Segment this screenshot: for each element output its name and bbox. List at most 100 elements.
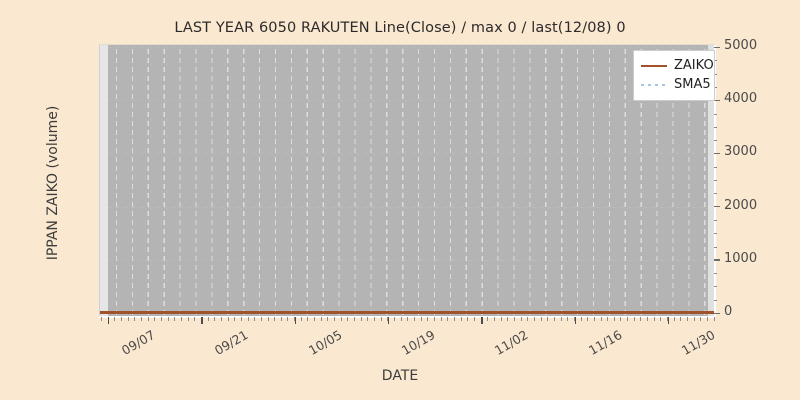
x-minor-tick xyxy=(653,317,655,321)
x-minor-tick xyxy=(314,317,316,321)
x-minor-tick xyxy=(700,317,702,321)
x-minor-tick xyxy=(101,317,102,321)
x-axis-title: DATE xyxy=(381,368,419,384)
x-tick-mark-09-21 xyxy=(201,317,203,324)
x-minor-tick xyxy=(607,317,609,321)
chart-title: LAST YEAR 6050 RAKUTEN Line(Close) / max… xyxy=(174,20,626,36)
y-minor-tick xyxy=(714,140,717,142)
x-minor-tick xyxy=(234,317,236,321)
x-minor-tick xyxy=(394,317,396,321)
y-minor-tick xyxy=(714,273,717,275)
x-minor-tick xyxy=(240,317,242,321)
x-minor-tick xyxy=(640,317,642,321)
y-minor-tick xyxy=(714,113,717,115)
x-minor-tick xyxy=(367,317,369,321)
x-minor-tick xyxy=(134,317,136,321)
x-minor-tick xyxy=(120,317,122,321)
series-layer xyxy=(100,45,714,316)
x-minor-tick xyxy=(673,317,675,321)
x-minor-tick xyxy=(480,317,482,321)
x-minor-tick xyxy=(214,317,216,321)
x-minor-tick xyxy=(174,317,176,321)
x-minor-tick xyxy=(167,317,169,321)
plot-left-margin-band xyxy=(100,45,108,316)
x-minor-tick xyxy=(307,317,309,321)
x-minor-tick xyxy=(420,317,422,321)
y-minor-tick xyxy=(714,86,717,88)
x-minor-tick xyxy=(160,317,162,321)
x-minor-tick xyxy=(287,317,289,321)
x-minor-tick xyxy=(447,317,449,321)
x-minor-tick xyxy=(260,317,262,321)
y-tick-label: 3000 xyxy=(724,144,758,160)
x-minor-tick xyxy=(627,317,629,321)
x-minor-tick xyxy=(440,317,442,321)
x-minor-tick xyxy=(267,317,269,321)
x-minor-tick xyxy=(560,317,562,321)
x-minor-tick xyxy=(180,317,182,321)
x-tick-mark-11-16 xyxy=(574,317,576,324)
y-minor-tick xyxy=(714,193,717,195)
x-tick-label-10-19: 10/19 xyxy=(398,327,438,359)
series-line-zaiko xyxy=(100,311,714,314)
x-minor-tick xyxy=(427,317,429,321)
x-minor-tick xyxy=(507,317,509,321)
x-minor-tick xyxy=(380,317,382,321)
x-minor-tick xyxy=(194,317,196,321)
x-minor-tick xyxy=(140,317,142,321)
y-tick-label: 0 xyxy=(724,304,733,319)
x-minor-tick xyxy=(693,317,695,321)
x-minor-tick xyxy=(274,317,276,321)
y-tick-mark xyxy=(714,312,720,314)
x-minor-tick xyxy=(154,317,156,321)
y-minor-tick xyxy=(714,299,717,301)
x-minor-tick xyxy=(407,317,409,321)
plot-right-margin-band xyxy=(708,45,714,316)
x-minor-tick xyxy=(707,317,709,321)
x-minor-tick xyxy=(127,317,129,321)
x-minor-tick xyxy=(680,317,682,321)
y-tick-label: 1000 xyxy=(724,250,758,266)
legend-swatch-dotted-line-icon xyxy=(641,79,667,91)
x-minor-tick xyxy=(493,317,495,321)
x-minor-tick xyxy=(374,317,376,321)
y-axis-ticks: 0 1000 2000 3000 4000 5000 xyxy=(714,38,794,319)
x-minor-tick xyxy=(347,317,349,321)
y-minor-tick xyxy=(714,73,717,75)
x-minor-tick xyxy=(147,317,149,321)
legend-label-zaiko: ZAIKO xyxy=(674,58,714,73)
x-minor-tick xyxy=(593,317,595,321)
x-tick-label-11-02: 11/02 xyxy=(492,327,531,359)
plot-area[interactable] xyxy=(100,45,714,316)
chart-legend[interactable]: ZAIKO SMA5 xyxy=(633,50,715,101)
x-minor-tick xyxy=(207,317,209,321)
legend-item-sma5[interactable]: SMA5 xyxy=(641,75,711,94)
x-minor-tick xyxy=(520,317,522,321)
x-minor-tick xyxy=(687,317,689,321)
y-minor-tick xyxy=(714,286,717,288)
x-minor-tick xyxy=(620,317,622,321)
x-minor-tick xyxy=(633,317,635,321)
x-minor-tick xyxy=(713,317,715,321)
x-minor-tick xyxy=(334,317,336,321)
x-tick-label-11-30: 11/30 xyxy=(678,327,718,359)
x-minor-tick xyxy=(613,317,615,321)
y-minor-tick xyxy=(714,126,717,128)
y-tick-label: 2000 xyxy=(724,197,758,213)
y-minor-tick xyxy=(714,180,717,181)
x-minor-tick xyxy=(280,317,282,321)
axis-spine-bottom xyxy=(99,316,715,318)
y-minor-tick xyxy=(714,246,717,248)
x-minor-tick xyxy=(327,317,329,321)
y-axis-title: IPPAN ZAIKO (volume) xyxy=(45,105,61,261)
x-tick-mark-11-30 xyxy=(667,317,670,324)
x-minor-tick xyxy=(400,317,402,321)
x-minor-tick xyxy=(500,317,502,321)
x-minor-tick xyxy=(473,317,475,321)
x-minor-tick xyxy=(434,317,435,321)
y-gridline xyxy=(100,100,714,102)
x-minor-tick xyxy=(587,317,589,321)
y-minor-tick xyxy=(714,60,717,62)
legend-item-zaiko[interactable]: ZAIKO xyxy=(641,56,714,75)
